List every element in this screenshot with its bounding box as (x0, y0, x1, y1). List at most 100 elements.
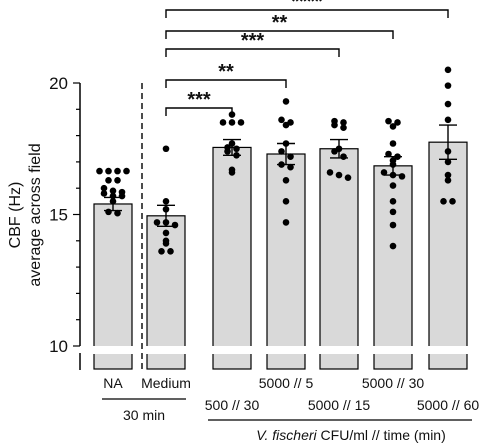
data-point-5 (394, 119, 401, 126)
data-point-0 (105, 208, 112, 216)
x-tick-label-5: 5000 // 30 (362, 375, 424, 391)
data-point-6 (444, 116, 452, 124)
data-point-6 (449, 198, 456, 205)
data-point-1 (153, 219, 161, 226)
data-point-6 (444, 158, 452, 166)
data-point-5 (389, 171, 397, 179)
x-tick-label-3: 5000 // 5 (259, 375, 314, 391)
data-point-3 (278, 148, 285, 155)
data-point-5 (389, 182, 397, 189)
data-point-3 (278, 161, 285, 168)
fischeri-italic: V. fischeri (256, 427, 317, 443)
data-point-0 (114, 209, 121, 217)
bar-2 (212, 146, 252, 370)
data-point-2 (233, 152, 240, 159)
data-point-0 (109, 187, 117, 195)
data-point-0 (105, 177, 112, 184)
data-point-1 (162, 198, 170, 205)
data-point-6 (444, 100, 452, 108)
axis-break-gap (72, 346, 476, 354)
significance-stars-5: ** (272, 12, 288, 34)
significance-stars-6: **** (291, 0, 322, 13)
data-point-1 (167, 248, 174, 255)
data-point-5 (389, 221, 397, 229)
data-point-5 (389, 140, 397, 147)
x-axis-labels: NA Medium 500 // 30 5000 // 5 5000 // 15 5000… (102, 375, 479, 421)
data-point-5 (380, 169, 388, 176)
data-point-5 (389, 198, 397, 205)
y-axis-label-line2: average across field (27, 143, 44, 286)
data-point-4 (335, 171, 343, 179)
data-point-3 (282, 121, 290, 129)
data-point-2 (233, 145, 240, 153)
data-point-4 (340, 153, 347, 160)
data-point-6 (444, 66, 452, 74)
data-point-5 (389, 208, 397, 216)
data-point-5 (385, 117, 392, 125)
data-point-2 (228, 119, 236, 126)
data-point-3 (282, 198, 290, 205)
bar-0 (93, 203, 133, 370)
significance-bracket-6 (165, 9, 449, 18)
data-point-0 (123, 167, 130, 175)
data-point-1 (162, 229, 170, 237)
data-point-3 (282, 140, 290, 147)
data-point-5 (389, 123, 397, 130)
significance-bracket-2 (165, 107, 233, 116)
data-point-0 (114, 177, 121, 184)
y-axis-label-line1: CBF (Hz) (7, 182, 24, 249)
fischeri-rest: CFU/ml // time (min) (317, 427, 446, 443)
data-point-3 (287, 153, 294, 160)
bar-5 (373, 165, 413, 370)
data-point-4 (326, 169, 334, 176)
data-point-2 (219, 119, 227, 126)
data-point-6 (440, 198, 447, 205)
data-point-3 (287, 163, 294, 171)
data-point-4 (344, 174, 352, 181)
x-tick-label-2: 500 // 30 (205, 397, 260, 413)
data-point-3 (278, 116, 285, 124)
data-point-5 (398, 173, 406, 180)
data-point-4 (331, 148, 338, 155)
data-point-6 (444, 148, 452, 155)
significance-stars-2: *** (187, 89, 211, 111)
y-tick-label: 10 (49, 337, 68, 356)
data-point-2 (224, 148, 231, 155)
data-point-4 (340, 119, 347, 126)
data-point-0 (118, 192, 126, 200)
significance-bracket-5 (165, 30, 394, 39)
data-point-0 (105, 167, 112, 175)
data-point-1 (162, 205, 170, 213)
data-point-5 (385, 150, 392, 158)
significance-bracket-3 (165, 79, 287, 88)
data-point-3 (282, 177, 290, 184)
data-point-0 (114, 167, 121, 175)
data-point-4 (331, 121, 338, 129)
bar-3 (266, 153, 306, 370)
data-point-2 (228, 169, 236, 176)
data-point-6 (444, 82, 452, 89)
data-point-1 (162, 145, 170, 153)
data-point-0 (109, 198, 117, 205)
data-point-2 (228, 140, 236, 147)
y-tick-label: 15 (49, 206, 68, 225)
data-point-1 (162, 219, 170, 226)
data-point-1 (171, 221, 179, 229)
data-point-3 (282, 98, 290, 105)
significance-stars-4: *** (241, 30, 265, 52)
significance-bracket-4 (165, 48, 340, 57)
x-tick-label-4: 5000 // 15 (308, 397, 370, 413)
bar-4 (319, 148, 359, 370)
data-point-3 (282, 219, 290, 226)
group-label-30min: 30 min (123, 407, 165, 423)
data-point-5 (389, 242, 397, 250)
data-point-4 (340, 124, 347, 132)
data-point-1 (158, 248, 165, 255)
x-tick-label-0: NA (103, 375, 123, 391)
data-point-5 (394, 153, 401, 160)
x-tick-label-6: 5000 // 60 (417, 397, 479, 413)
data-point-0 (100, 184, 108, 192)
data-point-1 (162, 240, 170, 247)
